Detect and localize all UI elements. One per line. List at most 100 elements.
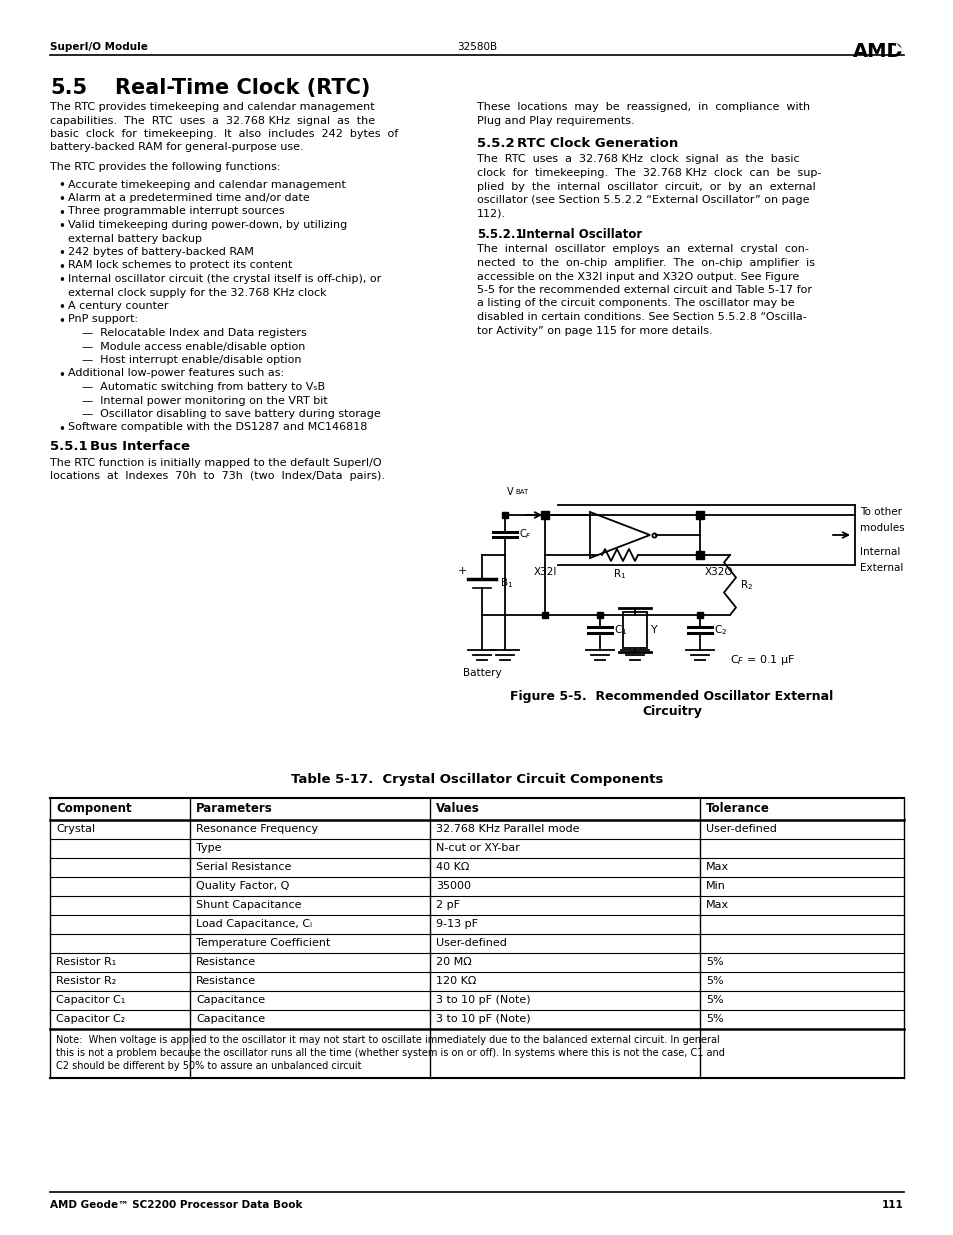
Text: a listing of the circuit components. The oscillator may be: a listing of the circuit components. The… [476,299,794,309]
Text: Quality Factor, Q: Quality Factor, Q [195,881,289,890]
Text: R$_1$: R$_1$ [613,567,626,580]
Text: external clock supply for the 32.768 KHz clock: external clock supply for the 32.768 KHz… [68,288,326,298]
Text: Bus Interface: Bus Interface [90,440,190,453]
Text: Values: Values [436,802,479,815]
Text: The RTC provides timekeeping and calendar management: The RTC provides timekeeping and calenda… [50,103,375,112]
Text: —  Host interrupt enable/disable option: — Host interrupt enable/disable option [82,354,301,366]
Text: Max: Max [705,862,728,872]
Text: •: • [58,301,65,314]
Text: C$_F$ = 0.1 μF: C$_F$ = 0.1 μF [729,653,794,667]
Text: 9-13 pF: 9-13 pF [436,919,477,929]
Text: —  Internal power monitoring on the VRT bit: — Internal power monitoring on the VRT b… [82,395,328,405]
Text: X32O: X32O [704,567,733,577]
Text: —  Automatic switching from battery to VₛB: — Automatic switching from battery to Vₛ… [82,382,325,391]
Text: Capacitor C₁: Capacitor C₁ [56,995,125,1005]
Text: modules: modules [859,522,903,534]
Text: 5.5.2.1: 5.5.2.1 [476,228,523,241]
Text: Serial Resistance: Serial Resistance [195,862,291,872]
Text: disabled in certain conditions. See Section 5.5.2.8 “Oscilla-: disabled in certain conditions. See Sect… [476,312,806,322]
Text: 32580B: 32580B [456,42,497,52]
Text: oscillator (see Section 5.5.2.2 “External Oscillator” on page: oscillator (see Section 5.5.2.2 “Externa… [476,195,809,205]
Text: Type: Type [195,844,221,853]
Text: 242 bytes of battery-backed RAM: 242 bytes of battery-backed RAM [68,247,253,257]
Text: 5.5.1: 5.5.1 [50,440,88,453]
Text: —  Relocatable Index and Data registers: — Relocatable Index and Data registers [82,329,307,338]
Text: RTC Clock Generation: RTC Clock Generation [517,137,678,149]
Text: Note:  When voltage is applied to the oscillator it may not start to oscillate i: Note: When voltage is applied to the osc… [56,1035,719,1045]
Text: PnP support:: PnP support: [68,315,138,325]
Text: External: External [859,563,902,573]
Text: AMD: AMD [853,42,903,61]
Text: Internal Oscillator: Internal Oscillator [521,228,641,241]
Text: •: • [58,422,65,436]
Text: N-cut or XY-bar: N-cut or XY-bar [436,844,519,853]
Text: clock  for  timekeeping.  The  32.768 KHz  clock  can  be  sup-: clock for timekeeping. The 32.768 KHz cl… [476,168,821,178]
Text: +: + [456,567,466,577]
Text: •: • [58,247,65,261]
Text: Additional low-power features such as:: Additional low-power features such as: [68,368,284,378]
Text: AMD Geode™ SC2200 Processor Data Book: AMD Geode™ SC2200 Processor Data Book [50,1200,302,1210]
Text: Accurate timekeeping and calendar management: Accurate timekeeping and calendar manage… [68,179,346,189]
Text: Table 5-17.  Crystal Oscillator Circuit Components: Table 5-17. Crystal Oscillator Circuit C… [291,773,662,785]
Text: capabilities.  The  RTC  uses  a  32.768 KHz  signal  as  the: capabilities. The RTC uses a 32.768 KHz … [50,116,375,126]
Text: X32I: X32I [533,567,557,577]
Text: BAT: BAT [515,489,528,495]
Text: •: • [58,315,65,327]
Text: •: • [58,206,65,220]
Text: Temperature Coefficient: Temperature Coefficient [195,939,330,948]
Text: 2 pF: 2 pF [436,900,459,910]
Text: User-defined: User-defined [436,939,506,948]
Text: Software compatible with the DS1287 and MC146818: Software compatible with the DS1287 and … [68,422,367,432]
Text: Three programmable interrupt sources: Three programmable interrupt sources [68,206,284,216]
Text: Shunt Capacitance: Shunt Capacitance [195,900,301,910]
Text: tor Activity” on page 115 for more details.: tor Activity” on page 115 for more detai… [476,326,712,336]
Text: User-defined: User-defined [705,824,776,834]
Text: C$_2$: C$_2$ [713,624,726,637]
Text: Resistance: Resistance [195,957,255,967]
Text: C$_1$: C$_1$ [614,624,627,637]
Text: Resistor R₂: Resistor R₂ [56,976,116,986]
Bar [622,613,646,648]
Text: Resistance: Resistance [195,976,255,986]
Text: nected  to  the  on-chip  amplifier.  The  on-chip  amplifier  is: nected to the on-chip amplifier. The on-… [476,258,814,268]
Text: Internal: Internal [859,547,900,557]
Text: •: • [58,368,65,382]
Text: R$_2$: R$_2$ [740,578,752,592]
Text: Capacitance: Capacitance [195,1014,265,1024]
Text: Plug and Play requirements.: Plug and Play requirements. [476,116,634,126]
Text: Min: Min [705,881,725,890]
Text: —  Module access enable/disable option: — Module access enable/disable option [82,342,305,352]
Text: B$_1$: B$_1$ [499,577,513,590]
Text: ◣: ◣ [895,42,903,52]
Text: •: • [58,261,65,273]
Text: 112).: 112). [476,209,506,219]
Text: Y: Y [650,625,657,635]
Text: Battery: Battery [462,668,500,678]
Text: Valid timekeeping during power-down, by utilizing: Valid timekeeping during power-down, by … [68,220,347,230]
Text: 5%: 5% [705,1014,723,1024]
Text: V: V [506,487,513,496]
Text: A century counter: A century counter [68,301,169,311]
Text: RAM lock schemes to protect its content: RAM lock schemes to protect its content [68,261,292,270]
Text: SuperI/O Module: SuperI/O Module [50,42,148,52]
Text: Max: Max [705,900,728,910]
Text: 3 to 10 pF (Note): 3 to 10 pF (Note) [436,1014,530,1024]
Text: 5%: 5% [705,995,723,1005]
Text: Real-Time Clock (RTC): Real-Time Clock (RTC) [115,78,370,98]
Text: 35000: 35000 [436,881,471,890]
Text: 120 KΩ: 120 KΩ [436,976,476,986]
Text: 40 KΩ: 40 KΩ [436,862,469,872]
Text: Internal oscillator circuit (the crystal itself is off-chip), or: Internal oscillator circuit (the crystal… [68,274,381,284]
Text: accessible on the X32I input and X32O output. See Figure: accessible on the X32I input and X32O ou… [476,272,799,282]
Text: battery-backed RAM for general-purpose use.: battery-backed RAM for general-purpose u… [50,142,303,152]
Text: 20 MΩ: 20 MΩ [436,957,471,967]
Text: The  internal  oscillator  employs  an  external  crystal  con-: The internal oscillator employs an exter… [476,245,808,254]
Text: Tolerance: Tolerance [705,802,769,815]
Text: •: • [58,274,65,287]
Text: These  locations  may  be  reassigned,  in  compliance  with: These locations may be reassigned, in co… [476,103,809,112]
Text: 5%: 5% [705,957,723,967]
Text: plied  by  the  internal  oscillator  circuit,  or  by  an  external: plied by the internal oscillator circuit… [476,182,815,191]
Text: To other: To other [859,508,901,517]
Text: 5-5 for the recommended external circuit and Table 5-17 for: 5-5 for the recommended external circuit… [476,285,811,295]
Text: Capacitor C₂: Capacitor C₂ [56,1014,125,1024]
